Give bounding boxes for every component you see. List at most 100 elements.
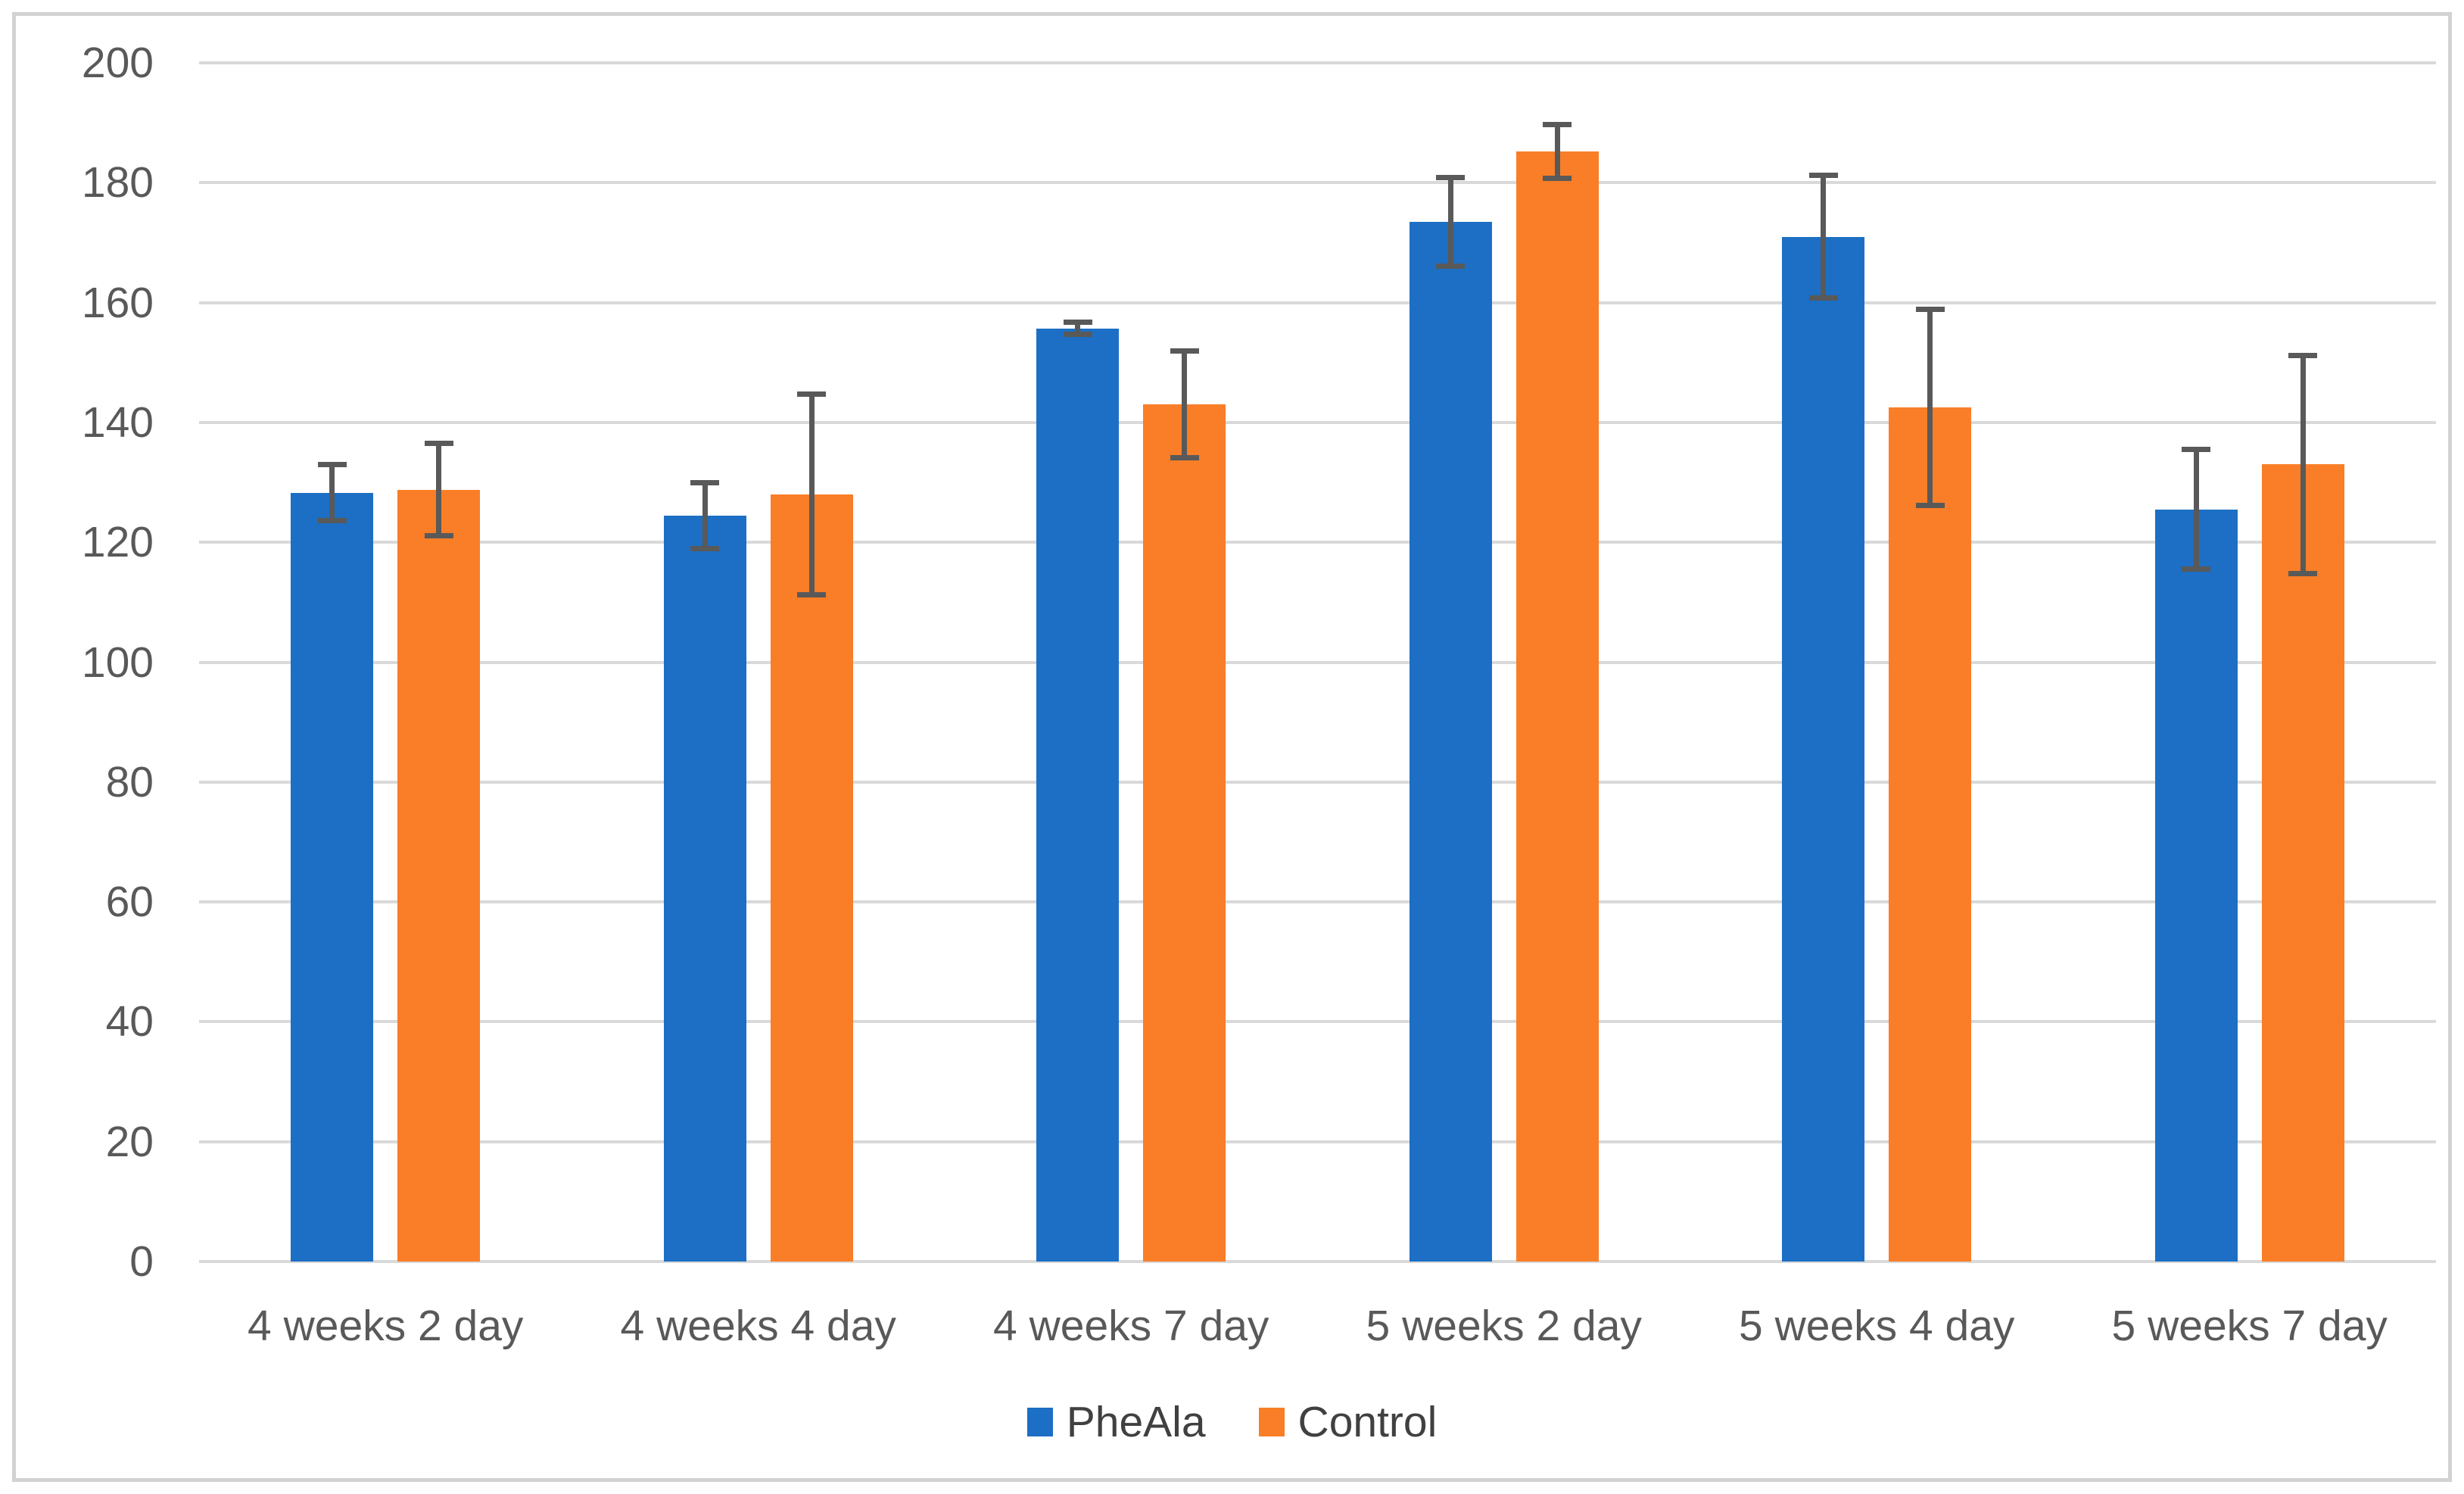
error-bar	[1927, 309, 1933, 506]
bar-pair	[199, 63, 572, 1262]
error-bar-cap-bottom	[2182, 566, 2211, 572]
error-bar	[2300, 355, 2306, 574]
bar-fill	[1036, 328, 1120, 1262]
legend-item-pheala: PheAla	[1026, 1397, 1206, 1447]
bar-control-6	[2261, 352, 2344, 1262]
bar-fill	[1889, 407, 1972, 1262]
y-tick-label-160: 160	[81, 278, 154, 327]
bar-control-2	[770, 391, 853, 1262]
error-bar-cap-top	[1063, 320, 1092, 326]
bar-control-5	[1889, 306, 1972, 1262]
error-bar-cap-top	[1170, 348, 1199, 354]
error-bar-cap-bottom	[1170, 455, 1199, 461]
error-bar	[808, 394, 815, 595]
y-tick-label-200: 200	[81, 39, 154, 87]
error-bar-cap-bottom	[317, 518, 347, 524]
error-bar-cap-bottom	[1808, 295, 1838, 301]
error-bar	[1447, 177, 1453, 267]
error-bar-cap-top	[1543, 122, 1572, 128]
bar-fill	[2154, 509, 2238, 1262]
legend-marker-pheala	[1026, 1408, 1053, 1436]
bar-pheala-3	[1036, 320, 1120, 1262]
bar-pair	[945, 63, 1318, 1262]
bar-fill	[1782, 236, 1865, 1262]
error-bar	[1075, 322, 1081, 335]
gridline-y-60	[199, 900, 2436, 904]
error-bar-cap-bottom	[1543, 176, 1572, 182]
x-tick-label-3: 4 weeks 7 day	[993, 1302, 1269, 1350]
error-bar-cap-bottom	[797, 591, 827, 597]
bar-fill	[1515, 151, 1599, 1262]
error-bar-cap-top	[1808, 173, 1838, 179]
y-tick-label-120: 120	[81, 518, 154, 567]
error-bar-cap-bottom	[1436, 263, 1466, 269]
bar-pheala-5	[1782, 173, 1865, 1262]
bar-pheala-6	[2154, 447, 2238, 1262]
gridline-y-160	[199, 301, 2436, 304]
bar-pheala-2	[663, 479, 746, 1262]
bar-control-3	[1143, 348, 1226, 1262]
error-bar	[1182, 351, 1188, 458]
gridline-y-120	[199, 541, 2436, 544]
error-bar-cap-bottom	[690, 545, 720, 551]
bar-group-5: 5 weeks 4 day	[1690, 63, 2064, 1350]
gridline-y-100	[199, 660, 2436, 664]
y-tick-label-0: 0	[129, 1237, 154, 1286]
error-bar-cap-bottom	[424, 533, 453, 538]
error-bar-cap-bottom	[1915, 503, 1945, 509]
bar-group-4: 5 weeks 2 day	[1318, 63, 1691, 1350]
bar-group-6: 5 weeks 7 day	[2064, 63, 2437, 1350]
error-bar-cap-top	[797, 391, 827, 398]
bar-group-2: 4 weeks 4 day	[572, 63, 945, 1350]
legend-item-control: Control	[1258, 1397, 1438, 1447]
error-bar-cap-bottom	[1063, 332, 1092, 338]
y-tick-label-100: 100	[81, 638, 154, 687]
bar-pair	[2064, 63, 2437, 1262]
bar-fill	[397, 489, 481, 1262]
legend-label-pheala: PheAla	[1066, 1398, 1206, 1446]
bar-fill	[2261, 464, 2344, 1262]
gridline-y-20	[199, 1140, 2436, 1143]
gridline-y-40	[199, 1020, 2436, 1024]
error-bar	[1554, 124, 1560, 179]
x-tick-label-2: 4 weeks 4 day	[620, 1302, 896, 1350]
y-tick-label-20: 20	[105, 1117, 154, 1166]
x-tick-label-1: 4 weeks 2 day	[248, 1302, 524, 1350]
error-bar	[329, 464, 335, 521]
error-bar	[436, 443, 442, 536]
error-bar-cap-bottom	[2288, 570, 2318, 576]
bar-pair	[1690, 63, 2064, 1262]
bar-pheala-1	[291, 461, 374, 1262]
error-bar	[1821, 175, 1827, 298]
y-tick-label-180: 180	[81, 158, 154, 207]
bar-fill	[770, 494, 853, 1262]
x-tick-label-4: 5 weeks 2 day	[1366, 1302, 1642, 1350]
error-bar-cap-top	[1915, 306, 1945, 312]
legend: PheAla Control	[0, 1392, 2464, 1452]
x-tick-label-6: 5 weeks 7 day	[2111, 1302, 2388, 1350]
plot-area: 0 20 40 60 80 100 120 140 160 180 200 4 weeks 2 day…	[82, 39, 2437, 1350]
bar-group-1: 4 weeks 2 day	[199, 63, 572, 1350]
y-tick-label-40: 40	[105, 997, 154, 1046]
gridline-y-180	[199, 181, 2436, 185]
bar-fill	[663, 515, 746, 1262]
bar-fill	[1409, 221, 1492, 1262]
bar-pheala-4	[1409, 174, 1492, 1262]
bar-pair	[1318, 63, 1691, 1262]
error-bar-cap-top	[1436, 174, 1466, 180]
y-tick-label-80: 80	[105, 757, 154, 806]
error-bar-cap-top	[424, 441, 453, 447]
error-bar-cap-top	[2288, 352, 2318, 358]
legend-marker-control	[1258, 1408, 1285, 1436]
gridline-y-80	[199, 780, 2436, 784]
gridline-y-0	[199, 1260, 2436, 1263]
y-tick-label-140: 140	[81, 398, 154, 447]
y-tick-label-60: 60	[105, 878, 154, 927]
legend-label-control: Control	[1297, 1398, 1438, 1446]
bar-pair	[572, 63, 945, 1262]
bar-fill	[291, 492, 374, 1262]
error-bar-cap-top	[2182, 447, 2211, 453]
error-bar	[2193, 449, 2199, 569]
x-tick-label-5: 5 weeks 4 day	[1739, 1302, 2015, 1350]
